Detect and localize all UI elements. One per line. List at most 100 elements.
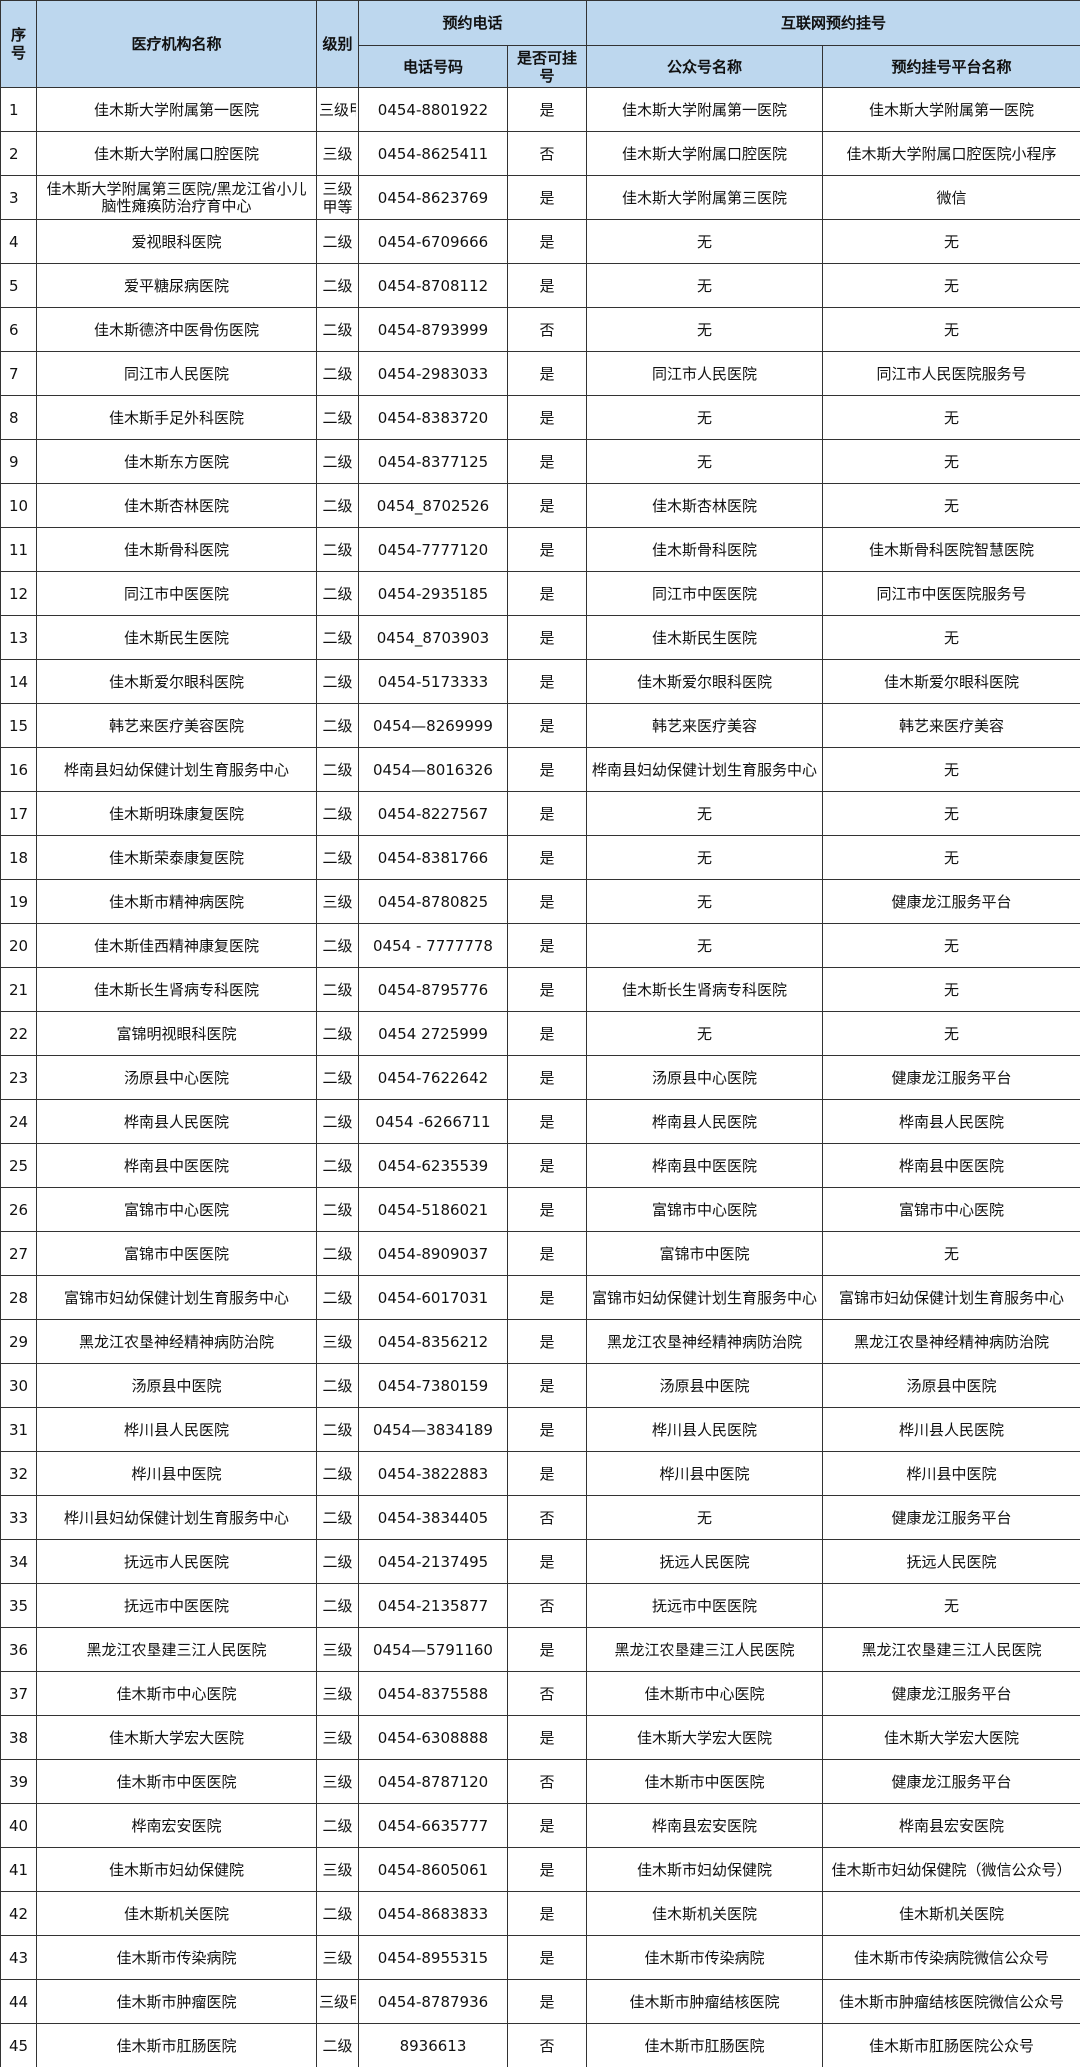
level-text: 二级 [322, 1904, 353, 1923]
account-cell: 无 [586, 219, 824, 264]
level-text: 二级 [322, 672, 353, 691]
platform-cell: 佳木斯市肿瘤结核医院微信公众号 [822, 1979, 1080, 2024]
level-cell: 二级 [316, 1231, 359, 1276]
bookable-cell: 是 [506, 659, 588, 704]
name-cell: 黑龙江农垦建三江人民医院 [36, 1627, 317, 1672]
name-cell: 佳木斯市肛肠医院 [36, 2023, 317, 2067]
account-cell: 汤原县中心医院 [586, 1055, 824, 1100]
level-cell: 二级 [316, 747, 359, 792]
account-cell: 桦南县中医医院 [586, 1143, 824, 1188]
level-text: 三级 [322, 1640, 353, 1659]
account-cell: 佳木斯市肿瘤结核医院 [586, 1979, 824, 2024]
table-row: 5 爱平糖尿病医院 二级 0454-8708112 是无无 [0, 263, 1080, 308]
index-cell: 13 [0, 615, 37, 660]
platform-cell: 无 [822, 967, 1080, 1012]
name-cell: 佳木斯骨科医院 [36, 527, 317, 572]
table-row: 36 黑龙江农垦建三江人民医院 三级 0454—5791160 是黑龙江农垦建三江人民医… [0, 1627, 1080, 1672]
table-row: 24 桦南县人民医院 二级 0454 -6266711 是桦南县人民医院 桦南县人民医院 [0, 1099, 1080, 1144]
table-row: 29 黑龙江农垦神经精神病防治院 三级 0454-8356212 是黑龙江农垦神经精神病… [0, 1319, 1080, 1364]
platform-cell: 无 [822, 835, 1080, 880]
phone-cell: 0454-6635777 [358, 1803, 508, 1848]
account-cell: 佳木斯大学附属口腔医院 [586, 131, 824, 176]
level-text: 三级 [322, 1728, 353, 1747]
level-cell: 三级甲等专科 [316, 1979, 359, 2024]
phone-cell: 0454-6235539 [358, 1143, 508, 1188]
platform-cell: 佳木斯市传染病院微信公众号 [822, 1935, 1080, 1980]
table-row: 35 抚远市中医医院 二级 0454-2135877 否抚远市中医医院无 [0, 1583, 1080, 1628]
platform-cell: 无 [822, 219, 1080, 264]
platform-cell: 无 [822, 615, 1080, 660]
level-cell: 三级 [316, 131, 359, 176]
phone-cell: 0454-8227567 [358, 791, 508, 836]
index-cell: 29 [0, 1319, 37, 1364]
index-cell: 14 [0, 659, 37, 704]
name-cell: 爱视眼科医院 [36, 219, 317, 264]
index-cell: 26 [0, 1187, 37, 1232]
phone-cell: 0454 -6266711 [358, 1099, 508, 1144]
bookable-cell: 是 [506, 219, 588, 264]
account-cell: 桦川县中医院 [586, 1451, 824, 1496]
account-cell: 佳木斯机关医院 [586, 1891, 824, 1936]
level-cell: 三级 [316, 1319, 359, 1364]
phone-cell: 8936613 [358, 2023, 508, 2067]
platform-cell: 健康龙江服务平台 [822, 1759, 1080, 1804]
name-cell: 佳木斯长生肾病专科医院 [36, 967, 317, 1012]
platform-cell: 健康龙江服务平台 [822, 879, 1080, 924]
index-cell: 17 [0, 791, 37, 836]
index-cell: 5 [0, 263, 37, 308]
platform-cell: 黑龙江农垦建三江人民医院 [822, 1627, 1080, 1672]
index-cell: 22 [0, 1011, 37, 1056]
level-cell: 三级 [316, 1935, 359, 1980]
account-cell: 佳木斯市肛肠医院 [586, 2023, 824, 2067]
platform-cell: 桦南县人民医院 [822, 1099, 1080, 1144]
account-cell: 汤原县中医院 [586, 1363, 824, 1408]
platform-cell: 无 [822, 395, 1080, 440]
level-cell: 二级 [316, 263, 359, 308]
phone-cell: 0454-8625411 [358, 131, 508, 176]
phone-cell: 0454-8381766 [358, 835, 508, 880]
account-cell: 佳木斯骨科医院 [586, 527, 824, 572]
index-cell: 37 [0, 1671, 37, 1716]
name-cell: 桦南县妇幼保健计划生育服务中心 [36, 747, 317, 792]
phone-cell: 0454-8801922 [358, 87, 508, 132]
platform-cell: 健康龙江服务平台 [822, 1055, 1080, 1100]
level-cell: 二级 [316, 967, 359, 1012]
account-cell: 富锦市中医院 [586, 1231, 824, 1276]
account-cell: 同江市中医医院 [586, 571, 824, 616]
level-text: 二级 [322, 584, 353, 603]
table-row: 33 桦川县妇幼保健计划生育服务中心 二级 0454-3834405 否无健康龙江服务平… [0, 1495, 1080, 1540]
platform-cell: 同江市人民医院服务号 [822, 351, 1080, 396]
bookable-cell: 是 [506, 1187, 588, 1232]
level-text: 二级 [322, 716, 353, 735]
name-cell: 佳木斯市肿瘤医院 [36, 1979, 317, 2024]
level-text: 二级 [322, 452, 353, 471]
level-cell: 二级 [316, 835, 359, 880]
platform-cell: 抚远人民医院 [822, 1539, 1080, 1584]
account-cell: 无 [586, 307, 824, 352]
bookable-cell: 是 [506, 1627, 588, 1672]
level-cell: 三级 [316, 1847, 359, 1892]
account-cell: 富锦市妇幼保健计划生育服务中心 [586, 1275, 824, 1320]
table-row: 26 富锦市中心医院 二级 0454-5186021 是富锦市中心医院 富锦市中心医院 [0, 1187, 1080, 1232]
level-cell: 三级甲等 [316, 175, 359, 220]
account-cell: 佳木斯市中心医院 [586, 1671, 824, 1716]
level-cell: 二级 [316, 1583, 359, 1628]
account-cell: 无 [586, 395, 824, 440]
bookable-cell: 是 [506, 1891, 588, 1936]
phone-cell: 0454-8955315 [358, 1935, 508, 1980]
bookable-cell: 是 [506, 615, 588, 660]
name-cell: 同江市人民医院 [36, 351, 317, 396]
platform-cell: 富锦市中心医院 [822, 1187, 1080, 1232]
name-cell: 佳木斯市中医医院 [36, 1759, 317, 1804]
platform-cell: 无 [822, 1011, 1080, 1056]
phone-cell: 0454—8016326 [358, 747, 508, 792]
account-cell: 佳木斯爱尔眼科医院 [586, 659, 824, 704]
platform-cell: 微信 [822, 175, 1080, 220]
platform-cell: 佳木斯机关医院 [822, 1891, 1080, 1936]
index-cell: 1 [0, 87, 37, 132]
phone-cell: 0454-8909037 [358, 1231, 508, 1276]
phone-cell: 0454_8703903 [358, 615, 508, 660]
platform-cell: 佳木斯市肛肠医院公众号 [822, 2023, 1080, 2067]
table-row: 10 佳木斯杏林医院 二级 0454_8702526 是佳木斯杏林医院无 [0, 483, 1080, 528]
phone-cell: 0454-8383720 [358, 395, 508, 440]
